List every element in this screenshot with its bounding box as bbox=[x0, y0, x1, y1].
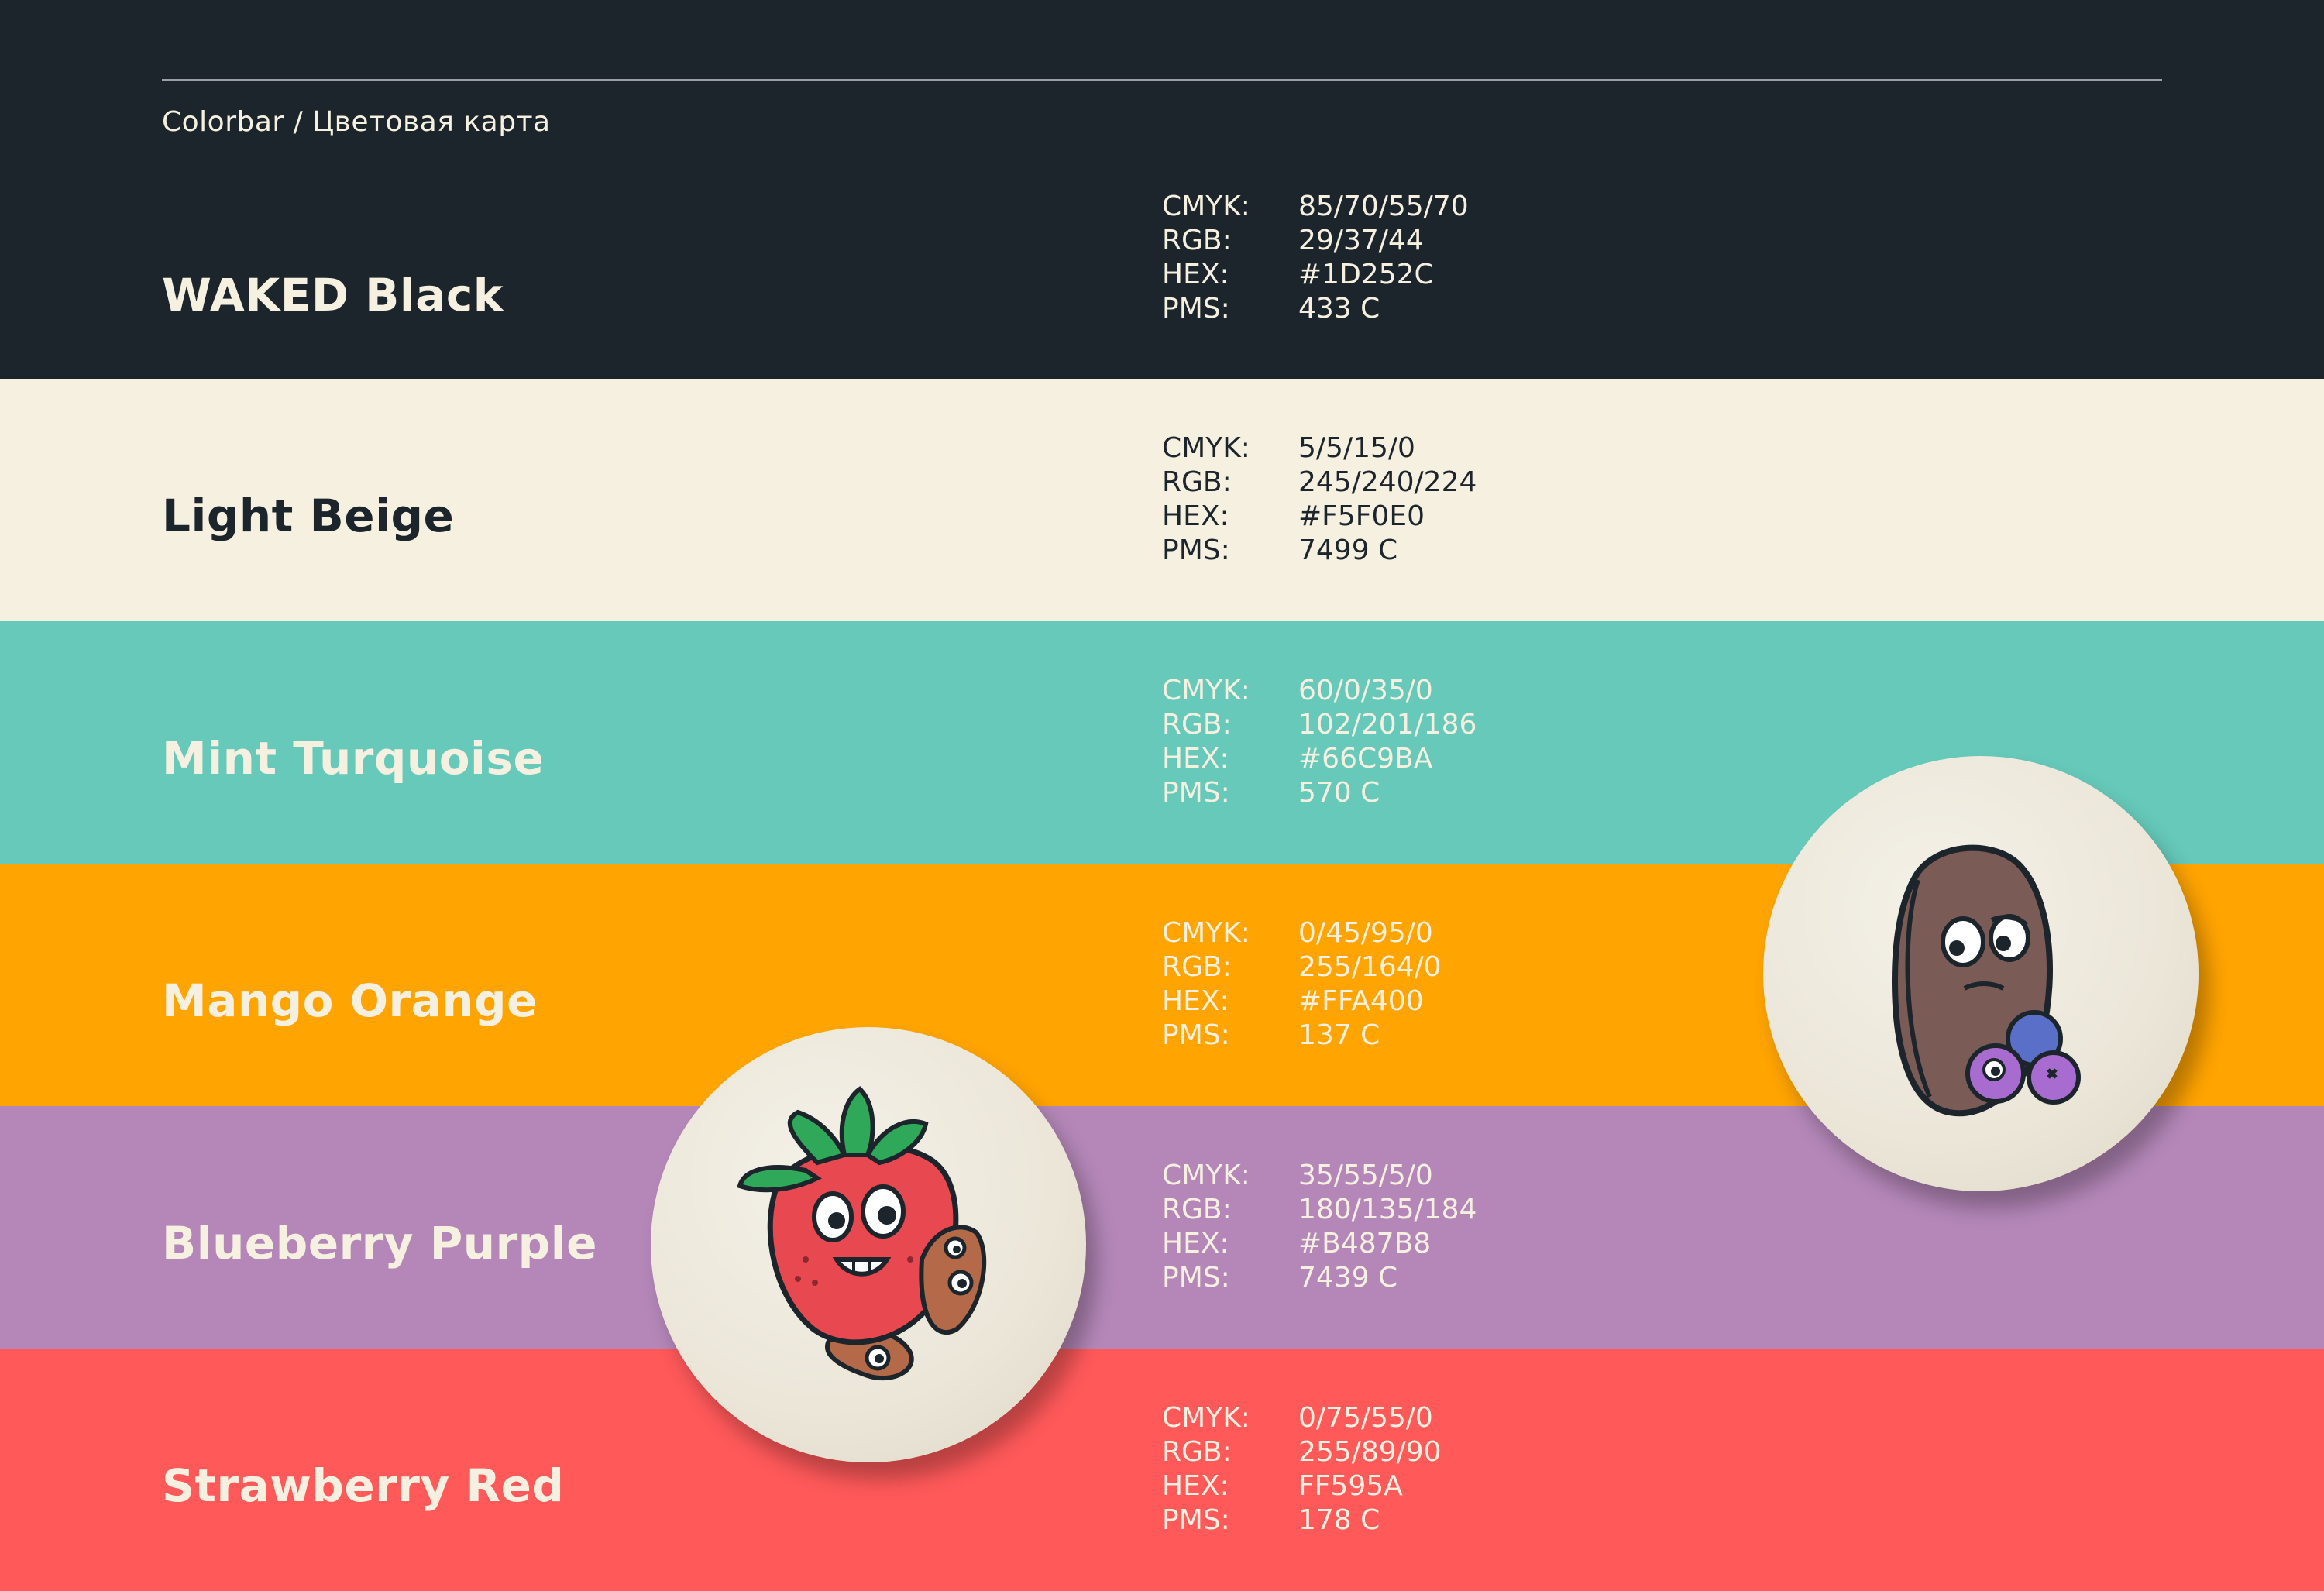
color-name: Blueberry Purple bbox=[162, 1217, 597, 1270]
spec-key: PMS: bbox=[1162, 293, 1230, 325]
spec-key: CMYK: bbox=[1162, 1160, 1250, 1191]
spec-value: 137 C bbox=[1298, 1019, 1380, 1051]
spec-row-cmyk: CMYK: 0/45/95/0 bbox=[1162, 916, 1442, 950]
spec-row-hex: HEX: #B487B8 bbox=[1162, 1227, 1477, 1261]
spec-row-cmyk: CMYK: 0/75/55/0 bbox=[1162, 1401, 1442, 1435]
spec-row-hex: HEX: #F5F0E0 bbox=[1162, 500, 1477, 534]
spec-row-hex: HEX: #1D252C bbox=[1162, 258, 1469, 292]
strawberry-sticker bbox=[651, 1027, 1086, 1462]
spec-key: RGB: bbox=[1162, 466, 1232, 498]
section-caption: Colorbar / Цветовая карта bbox=[162, 106, 551, 138]
color-band-waked-black: WAKED Black CMYK: 85/70/55/70 RGB: 29/37/4… bbox=[0, 136, 2324, 379]
spec-row-hex: HEX: #66C9BA bbox=[1162, 742, 1477, 776]
spec-row-pms: PMS: 137 C bbox=[1162, 1019, 1442, 1053]
spec-row-pms: PMS: 7499 C bbox=[1162, 534, 1477, 568]
spec-key: PMS: bbox=[1162, 1262, 1230, 1294]
spec-key: CMYK: bbox=[1162, 191, 1250, 222]
color-name: WAKED Black bbox=[162, 269, 504, 321]
spec-key: RGB: bbox=[1162, 225, 1232, 256]
spec-row-pms: PMS: 7439 C bbox=[1162, 1261, 1477, 1295]
spec-row-cmyk: CMYK: 60/0/35/0 bbox=[1162, 674, 1477, 708]
spec-value: #1D252C bbox=[1298, 259, 1434, 290]
color-specs: CMYK: 5/5/15/0 RGB: 245/240/224 HEX: #F5F0E… bbox=[1162, 431, 1477, 568]
spec-value: #FFA400 bbox=[1298, 985, 1424, 1017]
spec-row-rgb: RGB: 102/201/186 bbox=[1162, 708, 1477, 742]
spec-value: #66C9BA bbox=[1298, 743, 1433, 775]
spec-key: RGB: bbox=[1162, 951, 1232, 983]
spec-value: 60/0/35/0 bbox=[1298, 675, 1433, 706]
strawberry-mascot-icon bbox=[737, 1086, 987, 1381]
spec-row-cmyk: CMYK: 5/5/15/0 bbox=[1162, 431, 1477, 466]
spec-key: PMS: bbox=[1162, 1504, 1230, 1536]
color-band-blueberry-purple: Blueberry Purple CMYK: 35/55/5/0 RGB: 180/… bbox=[0, 1106, 2324, 1349]
spec-key: RGB: bbox=[1162, 1436, 1232, 1468]
spec-row-rgb: RGB: 255/89/90 bbox=[1162, 1435, 1442, 1469]
spec-row-pms: PMS: 570 C bbox=[1162, 776, 1477, 810]
spec-key: HEX: bbox=[1162, 743, 1229, 775]
spec-value: 433 C bbox=[1298, 293, 1380, 325]
color-band-strawberry-red: Strawberry Red CMYK: 0/75/55/0 RGB: 255/89… bbox=[0, 1349, 2324, 1591]
color-specs: CMYK: 35/55/5/0 RGB: 180/135/184 HEX: #B487… bbox=[1162, 1159, 1477, 1295]
color-name: Mint Turquoise bbox=[162, 732, 545, 785]
color-band-mint-turquoise: Mint Turquoise CMYK: 60/0/35/0 RGB: 102/20… bbox=[0, 621, 2324, 864]
color-specs: CMYK: 60/0/35/0 RGB: 102/201/186 HEX: #66C9… bbox=[1162, 674, 1477, 810]
spec-value: #B487B8 bbox=[1298, 1228, 1432, 1259]
spec-value: 255/89/90 bbox=[1298, 1436, 1442, 1468]
spec-value: 102/201/186 bbox=[1298, 709, 1477, 741]
spec-row-rgb: RGB: 29/37/44 bbox=[1162, 224, 1469, 258]
spec-row-cmyk: CMYK: 85/70/55/70 bbox=[1162, 190, 1469, 224]
spec-row-cmyk: CMYK: 35/55/5/0 bbox=[1162, 1159, 1477, 1193]
spec-key: CMYK: bbox=[1162, 675, 1250, 706]
spec-key: RGB: bbox=[1162, 1194, 1232, 1225]
spec-key: HEX: bbox=[1162, 500, 1229, 532]
spec-row-rgb: RGB: 255/164/0 bbox=[1162, 950, 1442, 984]
spec-value: 245/240/224 bbox=[1298, 466, 1477, 498]
spec-value: 7439 C bbox=[1298, 1262, 1398, 1294]
spec-row-rgb: RGB: 180/135/184 bbox=[1162, 1193, 1477, 1227]
spec-value: 35/55/5/0 bbox=[1298, 1160, 1433, 1191]
spec-key: RGB: bbox=[1162, 709, 1232, 741]
spec-row-rgb: RGB: 245/240/224 bbox=[1162, 466, 1477, 500]
spec-value: 29/37/44 bbox=[1298, 225, 1424, 256]
spec-row-pms: PMS: 433 C bbox=[1162, 292, 1469, 326]
spec-key: PMS: bbox=[1162, 534, 1230, 566]
spec-value: 5/5/15/0 bbox=[1298, 432, 1415, 464]
spec-row-hex: HEX: FF595A bbox=[1162, 1469, 1442, 1503]
seed-mascot-icon bbox=[1891, 844, 2081, 1117]
color-band-light-beige: Light Beige CMYK: 5/5/15/0 RGB: 245/240/22… bbox=[0, 379, 2324, 621]
spec-value: 255/164/0 bbox=[1298, 951, 1442, 983]
spec-value: 0/75/55/0 bbox=[1298, 1402, 1433, 1434]
spec-value: 178 C bbox=[1298, 1504, 1380, 1536]
color-specs: CMYK: 0/45/95/0 RGB: 255/164/0 HEX: #FFA400… bbox=[1162, 916, 1442, 1053]
spec-row-hex: HEX: #FFA400 bbox=[1162, 984, 1442, 1019]
spec-value: 85/70/55/70 bbox=[1298, 191, 1469, 222]
spec-key: HEX: bbox=[1162, 1228, 1229, 1259]
spec-key: HEX: bbox=[1162, 259, 1229, 290]
spec-key: CMYK: bbox=[1162, 917, 1250, 949]
spec-key: PMS: bbox=[1162, 1019, 1230, 1051]
color-name: Light Beige bbox=[162, 490, 455, 542]
color-specs: CMYK: 0/75/55/0 RGB: 255/89/90 HEX: FF595A … bbox=[1162, 1401, 1442, 1538]
spec-value: 570 C bbox=[1298, 777, 1380, 809]
spec-value: 0/45/95/0 bbox=[1298, 917, 1433, 949]
spec-value: #F5F0E0 bbox=[1298, 500, 1425, 532]
color-name: Mango Orange bbox=[162, 974, 538, 1027]
spec-key: HEX: bbox=[1162, 1470, 1229, 1502]
color-name: Strawberry Red bbox=[162, 1459, 565, 1512]
spec-row-pms: PMS: 178 C bbox=[1162, 1503, 1442, 1538]
spec-value: 7499 C bbox=[1298, 534, 1398, 566]
seed-sticker bbox=[1763, 756, 2199, 1191]
spec-value: FF595A bbox=[1298, 1470, 1403, 1502]
spec-value: 180/135/184 bbox=[1298, 1194, 1477, 1225]
spec-key: PMS: bbox=[1162, 777, 1230, 809]
top-divider bbox=[162, 79, 2162, 81]
color-specs: CMYK: 85/70/55/70 RGB: 29/37/44 HEX: #1D252… bbox=[1162, 190, 1469, 326]
spec-key: HEX: bbox=[1162, 985, 1229, 1017]
spec-key: CMYK: bbox=[1162, 432, 1250, 464]
spec-key: CMYK: bbox=[1162, 1402, 1250, 1434]
